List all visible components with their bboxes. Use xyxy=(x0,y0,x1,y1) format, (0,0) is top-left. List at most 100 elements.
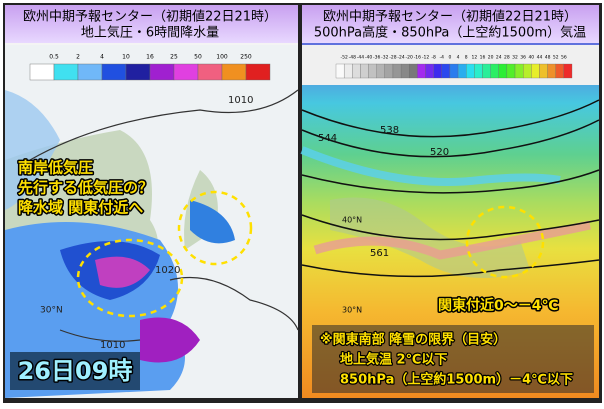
time-label: 26日09時 xyxy=(18,357,133,385)
colorbar-swatch xyxy=(368,63,377,79)
colorbar-swatch xyxy=(352,63,361,79)
colorbar-swatch xyxy=(245,63,271,81)
colorbar-label: 28 xyxy=(504,55,510,61)
contour-label: 544 xyxy=(318,133,337,144)
colorbar-label: 8 xyxy=(465,55,468,61)
colorbar-swatch xyxy=(77,63,103,81)
colorbar-swatch xyxy=(343,63,353,79)
colorbar-swatch xyxy=(417,63,426,79)
colorbar-label: -40 xyxy=(365,55,372,61)
note-line: ※関東南部 降雪の限界（目安） xyxy=(320,332,506,348)
colorbar-label: 25 xyxy=(170,54,178,61)
colorbar-swatch xyxy=(539,63,548,79)
callout: 関東付近0～－4℃ xyxy=(438,297,558,314)
isobar-label: 1020 xyxy=(155,265,180,276)
isobar-label: 1010 xyxy=(100,340,125,351)
latitude-label: 30°N xyxy=(40,306,63,316)
colorbar-swatch xyxy=(425,63,434,79)
colorbar-swatch xyxy=(221,63,247,81)
colorbar-swatch xyxy=(409,63,418,79)
colorbar-swatch xyxy=(173,63,199,81)
panel-subtitle: 地上気圧・6時間降水量 xyxy=(81,25,219,41)
colorbar-label: 32 xyxy=(512,55,518,61)
colorbar-label: 40 xyxy=(528,55,534,61)
colorbar-label: -16 xyxy=(414,55,421,61)
colorbar-swatch xyxy=(433,63,442,79)
panel-title: 欧州中期予報センター（初期値22日21時） xyxy=(23,9,277,25)
latitude-label: 40°N xyxy=(342,216,362,225)
colorbar-label: -24 xyxy=(397,55,404,61)
colorbar-swatch xyxy=(466,63,475,79)
colorbar-swatch xyxy=(149,63,175,81)
colorbar-label: 36 xyxy=(520,55,526,61)
colorbar-label: 44 xyxy=(537,55,543,61)
colorbar-label: -12 xyxy=(422,55,429,61)
panel-subtitle: 500hPa高度・850hPa（上空約1500m）気温 xyxy=(314,25,586,41)
colorbar-label: 2 xyxy=(76,54,80,61)
colorbar-label: -48 xyxy=(349,55,356,61)
colorbar-swatch xyxy=(563,63,573,79)
colorbar-swatch xyxy=(498,63,508,79)
colorbar-swatch xyxy=(101,63,127,81)
latitude-label: 30°N xyxy=(342,306,362,315)
colorbar-swatch xyxy=(335,63,345,79)
colorbar-swatch xyxy=(449,63,459,79)
colorbar-swatch xyxy=(555,63,565,79)
colorbar-swatch xyxy=(523,63,532,79)
colorbar-swatch xyxy=(376,63,385,79)
colorbar-label: -28 xyxy=(389,55,396,61)
colorbar-swatch xyxy=(474,63,483,79)
colorbar-label: 50 xyxy=(194,54,202,61)
colorbar-swatch xyxy=(384,63,394,79)
colorbar-label: 4 xyxy=(457,55,460,61)
right-panel: 欧州中期予報センター（初期値22日21時） 500hPa高度・850hPa（上空… xyxy=(300,5,600,398)
colorbar: -52 -48 -44 -40 -36 -32 -28 -24 -20 -16 -12 -8 -4 0 4 8… xyxy=(335,55,573,79)
colorbar-swatch xyxy=(360,63,369,79)
colorbar: 0.5 2 4 10 16 25 50 100 250 xyxy=(29,54,271,81)
colorbar-swatch xyxy=(547,63,556,79)
colorbar-label: 24 xyxy=(496,55,502,61)
colorbar-label: 16 xyxy=(480,55,486,61)
annotation-line: 先行する低気圧の？ xyxy=(18,179,153,197)
colorbar-label: 0.5 xyxy=(49,54,59,61)
note-line: 850hPa（上空約1500m）－4℃以下 xyxy=(340,372,573,388)
colorbar-label: 250 xyxy=(240,54,252,61)
colorbar-swatch xyxy=(197,63,223,81)
colorbar-label: 52 xyxy=(553,55,559,61)
left-panel: 欧州中期予報センター（初期値22日21時） 地上気圧・6時間降水量 0.5 2 4 1… xyxy=(5,5,299,398)
colorbar-label: 12 xyxy=(471,55,477,61)
contour-label: 561 xyxy=(370,248,389,259)
annotation-line: 南岸低気圧 xyxy=(18,159,93,177)
colorbar-label: -8 xyxy=(431,55,436,61)
isobar-label: 1010 xyxy=(228,95,253,106)
colorbar-label: -32 xyxy=(381,55,388,61)
colorbar-label: 56 xyxy=(561,55,567,61)
contour-label: 538 xyxy=(380,125,399,136)
colorbar-swatch xyxy=(29,63,55,81)
colorbar-swatch xyxy=(53,63,79,81)
colorbar-swatch xyxy=(400,63,410,79)
annotation-line: 降水域 関東付近へ xyxy=(18,199,143,217)
colorbar-label: 20 xyxy=(488,55,494,61)
colorbar-label: -52 xyxy=(340,55,347,61)
colorbar-label: -36 xyxy=(373,55,380,61)
colorbar-swatch xyxy=(392,63,402,79)
colorbar-label: 4 xyxy=(100,54,104,61)
colorbar-swatch xyxy=(457,63,467,79)
contour-label: 520 xyxy=(430,147,449,158)
colorbar-label: 0 xyxy=(448,55,451,61)
colorbar-label: 48 xyxy=(545,55,551,61)
panel-title: 欧州中期予報センター（初期値22日21時） xyxy=(323,9,577,25)
colorbar-swatch xyxy=(531,63,540,79)
colorbar-swatch xyxy=(441,63,451,79)
colorbar-swatch xyxy=(514,63,524,79)
colorbar-label: -20 xyxy=(406,55,413,61)
colorbar-label: -44 xyxy=(357,55,364,61)
colorbar-swatch xyxy=(482,63,491,79)
note-line: 地上気温 2℃以下 xyxy=(340,352,447,368)
colorbar-label: 10 xyxy=(122,54,130,61)
colorbar-swatch xyxy=(125,63,151,81)
colorbar-swatch xyxy=(490,63,499,79)
colorbar-label: -4 xyxy=(440,55,445,61)
